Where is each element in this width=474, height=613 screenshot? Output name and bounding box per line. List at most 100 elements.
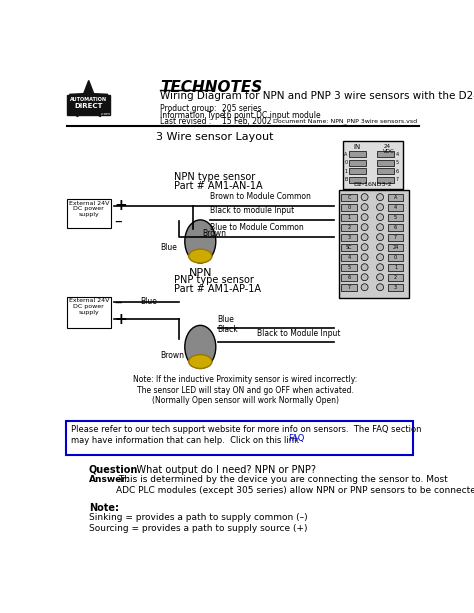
Circle shape [377,194,383,200]
Bar [388,274,403,281]
Text: 1: 1 [345,169,347,174]
Text: +: + [114,311,127,327]
Bar [388,234,403,241]
Bar [349,160,366,166]
Text: 0: 0 [347,205,351,210]
Text: Brown: Brown [202,229,227,238]
Circle shape [377,214,383,221]
Text: 24: 24 [392,245,399,249]
Text: Brown: Brown [160,351,184,360]
Text: C: C [347,195,351,200]
Text: D2-16ND3-2: D2-16ND3-2 [354,181,392,187]
Bar [349,177,366,183]
Circle shape [377,244,383,251]
Text: 24
VDC: 24 VDC [383,143,395,154]
Text: Note: If the inductive Proximity sensor is wired incorrectly:
The sensor LED wil: Note: If the inductive Proximity sensor … [133,375,357,405]
Text: 4: 4 [394,205,397,210]
Bar [341,194,357,200]
Text: 15 Feb, 2002: 15 Feb, 2002 [222,116,272,126]
Bar [349,169,366,175]
Bar [341,234,357,241]
Text: 5: 5 [394,215,397,219]
Text: 2: 2 [347,225,351,230]
Circle shape [361,244,368,251]
Circle shape [377,234,383,241]
Bar [341,264,357,271]
Text: 1: 1 [394,265,397,270]
Bar [67,199,111,228]
Text: Blue: Blue [218,314,234,324]
Text: Brown to Module Common: Brown to Module Common [210,192,311,202]
Text: +: + [114,199,127,213]
Text: A: A [344,152,347,157]
Circle shape [361,254,368,261]
Circle shape [361,214,368,221]
Circle shape [361,274,368,281]
Text: Part # AM1-AN-1A: Part # AM1-AN-1A [174,181,263,191]
Text: 1: 1 [347,215,351,219]
Bar [67,297,111,328]
Bar [388,244,403,251]
Circle shape [361,234,368,241]
Bar [341,214,357,221]
Circle shape [361,204,368,211]
Circle shape [361,194,368,200]
Bar [341,284,357,291]
Text: 3: 3 [394,284,397,290]
Text: FAQ: FAQ [288,434,304,443]
Text: Black to Module Input: Black to Module Input [257,329,340,338]
Text: Answer:: Answer: [89,476,130,484]
Text: PNP type sensor: PNP type sensor [174,275,254,285]
Text: Part # AM1-AP-1A: Part # AM1-AP-1A [174,284,261,294]
Text: 0: 0 [345,161,347,166]
Text: Last revised :: Last revised : [160,116,211,126]
Circle shape [377,274,383,281]
Bar [388,194,403,200]
Bar [388,284,403,291]
Text: 0: 0 [394,255,397,260]
Bar [388,254,403,261]
Bar [339,190,409,298]
Text: 16 point DC input module: 16 point DC input module [222,110,320,120]
Text: 6: 6 [396,169,399,174]
Text: 5: 5 [396,161,399,166]
Polygon shape [70,80,108,116]
Circle shape [377,224,383,230]
Text: 7: 7 [396,177,399,182]
Text: Information Type:: Information Type: [160,110,227,120]
FancyBboxPatch shape [66,421,413,455]
Circle shape [377,254,383,261]
Text: Note:: Note: [89,503,118,513]
Text: Blue: Blue [141,297,157,306]
Text: Product group:: Product group: [160,104,217,113]
Text: NPN: NPN [189,268,212,278]
Text: 3 Wire sensor Layout: 3 Wire sensor Layout [155,132,273,142]
Bar [341,274,357,281]
Bar [377,177,394,183]
Text: A: A [394,195,397,200]
Bar [341,244,357,251]
Text: 7: 7 [347,284,351,290]
Circle shape [377,204,383,211]
Text: 6: 6 [394,225,397,230]
Text: Wiring Diagram for NPN and PNP 3 wire sensors with the D2-16ND3-2: Wiring Diagram for NPN and PNP 3 wire se… [160,91,474,101]
Text: 3: 3 [347,235,351,240]
Bar [341,224,357,230]
Text: Document Name: NPN_PNP 3wire sensors.vsd: Document Name: NPN_PNP 3wire sensors.vsd [273,118,417,124]
Ellipse shape [185,326,216,368]
Text: TECHNOTES: TECHNOTES [160,80,262,95]
Text: Blue to Module Common: Blue to Module Common [210,223,304,232]
Text: IN: IN [354,143,361,150]
Circle shape [377,264,383,271]
Ellipse shape [189,249,212,263]
Text: Black to module Input: Black to module Input [210,206,295,215]
Text: Sinking = provides a path to supply common (–)
Sourcing = provides a path to sup: Sinking = provides a path to supply comm… [89,513,307,533]
Bar [349,151,366,158]
Text: External 24V
DC power
supply: External 24V DC power supply [69,200,109,217]
Text: 4: 4 [396,152,399,157]
Circle shape [361,284,368,291]
Circle shape [377,284,383,291]
Bar [343,142,403,189]
Text: NPN type sensor: NPN type sensor [174,172,255,182]
Text: –: – [114,214,122,229]
